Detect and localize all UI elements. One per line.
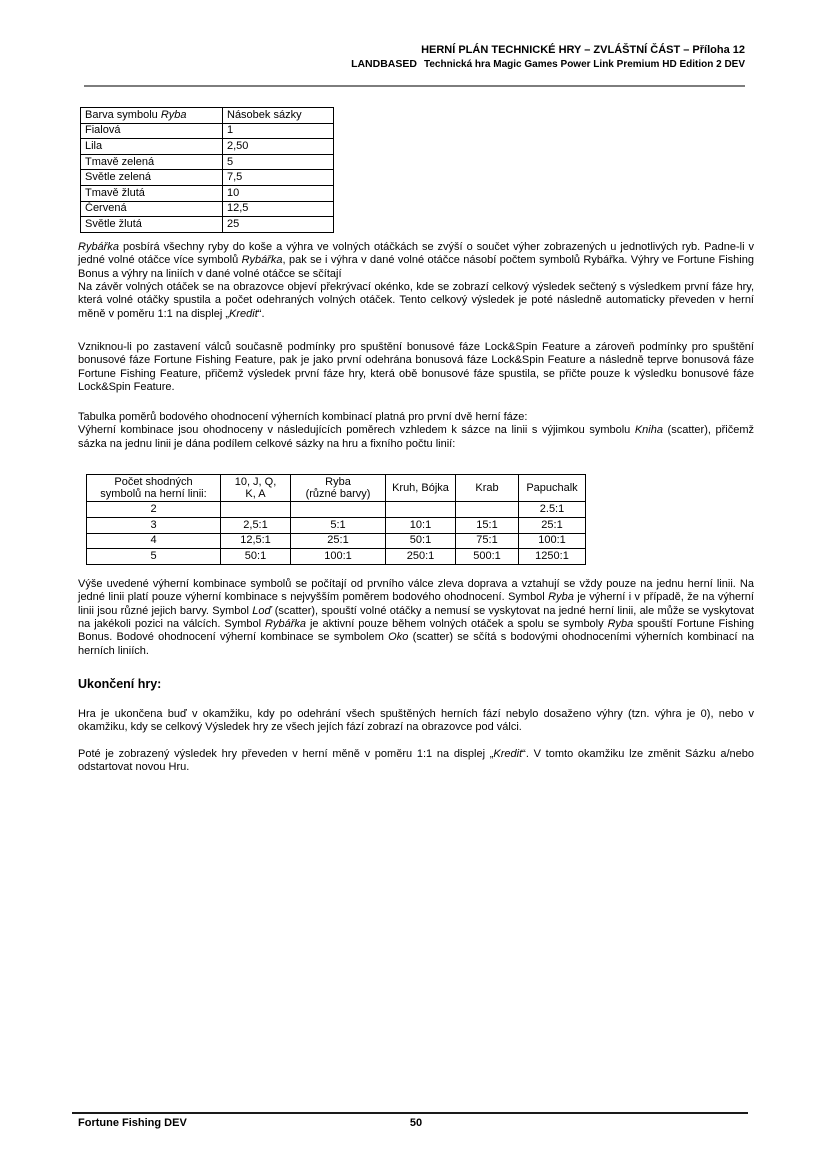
paragraph-text: Výše uvedené výherní kombinace symbolů s… (78, 578, 755, 657)
table-cell: 2,50 (222, 138, 334, 155)
table-row: Fialová 1 (80, 122, 334, 140)
paragraph-payout-table-intro: Tabulka poměrů bodového ohodnocení výher… (78, 411, 754, 451)
table-cell: 1 (222, 122, 334, 140)
column-header-papuchalk: Papuchalk (518, 474, 586, 502)
paragraph-text: Hra je ukončena buď v okamžiku, kdy po o… (78, 708, 754, 734)
column-header-kruh-bojka: Kruh, Bójka (385, 474, 456, 502)
table-cell: 500:1 (455, 548, 519, 566)
table-cell (455, 501, 519, 518)
table-cell: 10 (222, 184, 334, 202)
table-cell: 50:1 (220, 548, 291, 566)
table-cell: 5 (222, 153, 334, 171)
table-cell: 250:1 (385, 548, 456, 566)
footer-divider (72, 1112, 748, 1114)
table-cell: 100:1 (518, 532, 586, 550)
table-row: 2 2.5:1 (86, 501, 586, 518)
table-row: Červená 12,5 (80, 200, 334, 218)
column-header-cards: 10, J, Q, K, A (220, 474, 291, 502)
table-cell (220, 501, 291, 518)
table-row: 4 12,5:1 25:1 50:1 75:1 100:1 (86, 532, 586, 550)
table-cell: 25 (222, 216, 334, 233)
table-cell: Lila (80, 138, 223, 155)
table-row: Světle žlutá 25 (80, 216, 334, 233)
header-title: HERNÍ PLÁN TECHNICKÉ HRY – ZVLÁŠTNÍ ČÁST… (421, 44, 745, 56)
header-landbased-label: LANDBASED (351, 58, 417, 70)
table-cell (290, 501, 386, 518)
header-divider (84, 85, 745, 87)
fish-color-multiplier-table: Barva symbolu Ryba Násobek sázky Fialová… (80, 107, 334, 233)
column-header-multiplier: Násobek sázky (222, 107, 334, 124)
table-cell (385, 501, 456, 518)
table-cell: 2 (86, 501, 221, 518)
paragraph-text: Na závěr volných otáček se na obrazovce … (78, 281, 754, 320)
payout-ratio-table: Počet shodných symbolů na herní linii: 1… (86, 474, 586, 566)
table-cell: 25:1 (518, 516, 586, 534)
paragraph-bonus-phase-order: Vzniknou-li po zastavení válců současně … (78, 341, 754, 394)
table-row: Tmavě žlutá 10 (80, 184, 334, 202)
table-header-row: Počet shodných symbolů na herní linii: 1… (86, 474, 586, 502)
table-cell: 2.5:1 (518, 501, 586, 518)
table-cell: Světle zelená (80, 169, 223, 186)
table-row: Světle zelená 7,5 (80, 169, 334, 186)
paragraph-text: Výherní kombinace jsou ohodnoceny v násl… (78, 424, 754, 450)
table-cell: 3 (86, 516, 221, 534)
column-header-krab: Krab (455, 474, 519, 502)
table-cell: Tmavě zelená (80, 153, 223, 171)
header-game-name: Technická hra Magic Games Power Link Pre… (423, 59, 745, 70)
paragraph-text: Tabulka poměrů bodového ohodnocení výher… (78, 411, 528, 423)
table-cell: Světle žlutá (80, 216, 223, 233)
table-header-row: Barva symbolu Ryba Násobek sázky (80, 107, 334, 124)
table-cell: 25:1 (290, 532, 386, 550)
table-cell: 1250:1 (518, 548, 586, 566)
column-header-ryba: Ryba (různé barvy) (290, 474, 386, 502)
table-cell: 12,5:1 (220, 532, 291, 550)
table-row: 5 50:1 100:1 250:1 500:1 1250:1 (86, 548, 586, 566)
table-cell: 75:1 (455, 532, 519, 550)
table-cell: 100:1 (290, 548, 386, 566)
table-cell: 2,5:1 (220, 516, 291, 534)
table-row: Lila 2,50 (80, 138, 334, 155)
table-cell: 5:1 (290, 516, 386, 534)
table-cell: Červená (80, 200, 223, 218)
table-cell: 5 (86, 548, 221, 566)
column-header-fish-color: Barva symbolu Ryba (80, 107, 223, 124)
paragraph-winning-combinations: Výše uvedené výherní kombinace symbolů s… (78, 578, 754, 658)
section-heading-game-end: Ukončení hry: (78, 677, 162, 691)
table-cell: 10:1 (385, 516, 456, 534)
paragraph-free-spins-bonus: Rybářka posbírá všechny ryby do koše a v… (78, 241, 754, 321)
table-cell: 7,5 (222, 169, 334, 186)
table-row: 3 2,5:1 5:1 10:1 15:1 25:1 (86, 516, 586, 534)
table-cell: Tmavě žlutá (80, 184, 223, 202)
footer-document-name: Fortune Fishing DEV (78, 1117, 187, 1129)
table-cell: 12,5 (222, 200, 334, 218)
paragraph-result-conversion: Poté je zobrazený výsledek hry převeden … (78, 748, 754, 775)
footer-page-number: 50 (409, 1117, 423, 1129)
table-cell: 4 (86, 532, 221, 550)
table-cell: 15:1 (455, 516, 519, 534)
paragraph-game-end-condition: Hra je ukončena buď v okamžiku, kdy po o… (78, 708, 754, 735)
header-subtitle: LANDBASED Technická hra Magic Games Power… (351, 58, 745, 71)
table-cell: Fialová (80, 122, 223, 140)
paragraph-text: Vzniknou-li po zastavení válců současně … (78, 341, 754, 394)
table-row: Tmavě zelená 5 (80, 153, 334, 171)
paragraph-text: Poté je zobrazený výsledek hry převeden … (78, 748, 754, 774)
paragraph-text: Rybářka posbírá všechny ryby do koše a v… (78, 241, 754, 280)
column-header-symbol-count: Počet shodných symbolů na herní linii: (86, 474, 221, 502)
table-cell: 50:1 (385, 532, 456, 550)
page-header: HERNÍ PLÁN TECHNICKÉ HRY – ZVLÁŠTNÍ ČÁST… (351, 44, 745, 71)
